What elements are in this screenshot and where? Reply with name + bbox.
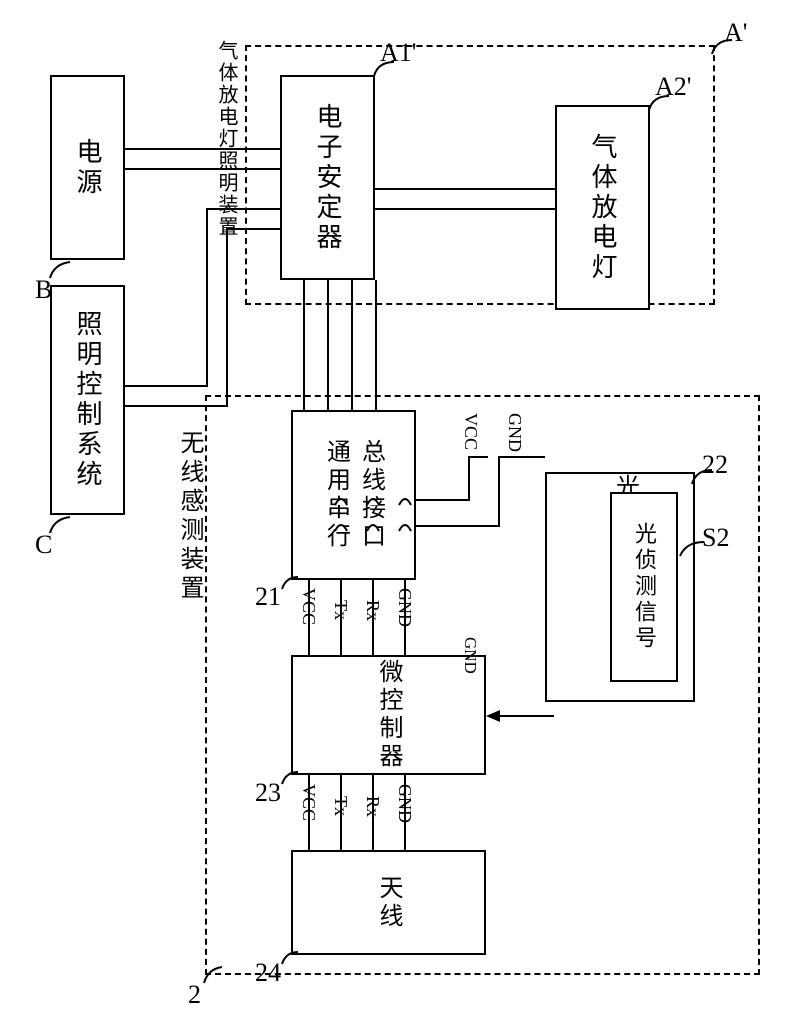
ref-21: 21 <box>255 582 281 612</box>
leader-24 <box>280 950 302 968</box>
wire <box>226 228 280 230</box>
wire <box>303 280 305 410</box>
ref-24: 24 <box>255 958 281 988</box>
wire <box>125 168 280 170</box>
hop <box>366 496 380 506</box>
wire <box>375 208 555 210</box>
hop <box>334 522 348 532</box>
wire <box>226 228 228 407</box>
block-power: 电源 <box>50 75 125 260</box>
hop <box>398 496 412 506</box>
wire <box>351 280 353 410</box>
leader-a-prime <box>710 38 736 58</box>
pin-gnd-23r: GND <box>460 637 480 674</box>
wire <box>468 456 488 458</box>
ref-23: 23 <box>255 778 281 808</box>
leader-c <box>46 515 76 537</box>
block-ballast: 电子安定器 <box>280 75 375 280</box>
wire <box>206 208 280 210</box>
leader-a1 <box>372 60 398 80</box>
hop <box>334 496 348 506</box>
block-photo-signal: 光侦测信号 <box>610 492 678 682</box>
pin-tx: Tx <box>330 600 351 620</box>
leader-s2 <box>678 540 708 560</box>
block-power-label: 电源 <box>69 138 106 198</box>
hop <box>398 522 412 532</box>
block-lighting-control: 照明控制系统 <box>50 285 125 515</box>
pin-gnd: GND <box>394 588 415 627</box>
pin-vcc-2: VCC <box>298 784 319 821</box>
pin-gnd-22: GND <box>504 413 525 452</box>
block-lamp: 气体放电灯 <box>555 105 650 310</box>
block-usb-line1: 通用串行 <box>319 439 354 551</box>
wire <box>125 405 228 407</box>
arrow-22-23 <box>486 702 556 742</box>
block-lamp-label: 气体放电灯 <box>584 133 621 283</box>
block-lighting-control-label: 照明控制系统 <box>69 310 106 490</box>
wire <box>125 385 208 387</box>
wire <box>375 280 377 410</box>
block-antenna: 天线 <box>291 850 486 955</box>
leader-2 <box>200 965 226 985</box>
wire <box>327 280 329 410</box>
leader-b <box>46 260 76 282</box>
leader-22 <box>690 468 716 488</box>
block-mcu: 微控制器 <box>291 655 486 775</box>
wire <box>468 456 470 501</box>
group-2-title: 无线感测装置 <box>172 430 207 604</box>
wire <box>498 456 500 527</box>
pin-rx-2: Rx <box>362 796 383 817</box>
block-antenna-label: 天线 <box>371 875 406 931</box>
wire <box>375 188 555 190</box>
pin-vcc: VCC <box>298 588 319 625</box>
pin-vcc-22: VCC <box>460 413 481 450</box>
pin-rx: Rx <box>362 600 383 621</box>
wire <box>416 499 470 501</box>
wire <box>498 456 545 458</box>
leader-a2 <box>647 94 673 114</box>
wire <box>206 208 208 387</box>
block-usb-line2: 总线接口 <box>354 439 389 551</box>
wire <box>416 525 500 527</box>
wire <box>125 148 280 150</box>
block-photo-signal-label: 光侦测信号 <box>628 522 660 652</box>
block-usb: 通用串行 总线接口 <box>291 410 416 580</box>
pin-tx-2: Tx <box>330 796 351 816</box>
hop <box>366 522 380 532</box>
block-mcu-label: 微控制器 <box>371 659 406 771</box>
pin-gnd-2: GND <box>394 784 415 823</box>
block-ballast-label: 电子安定器 <box>309 103 346 253</box>
